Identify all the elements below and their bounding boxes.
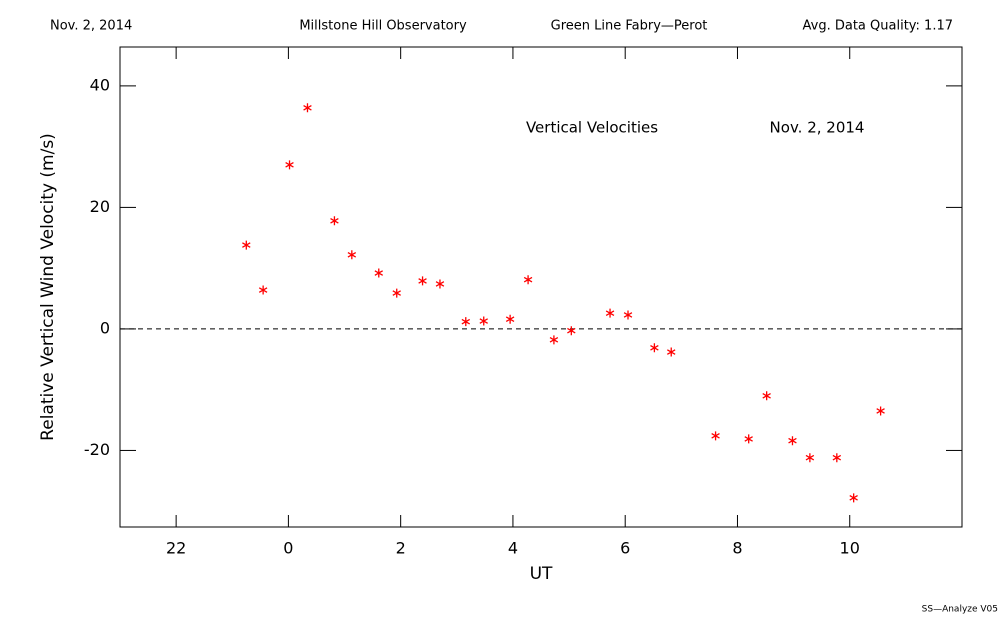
data-point bbox=[505, 314, 515, 324]
data-point bbox=[392, 288, 401, 298]
data-point bbox=[479, 316, 488, 326]
x-axis-label: UT bbox=[530, 564, 553, 584]
data-point bbox=[418, 276, 427, 286]
data-point bbox=[832, 453, 842, 463]
data-point bbox=[374, 268, 384, 278]
data-point bbox=[650, 343, 659, 353]
header-quality: Avg. Data Quality: 1.17 bbox=[803, 19, 953, 34]
x-tick-label: 10 bbox=[840, 539, 860, 558]
header-observatory: Millstone Hill Observatory bbox=[299, 19, 467, 34]
data-point bbox=[567, 326, 576, 336]
y-tick-label: 0 bbox=[100, 318, 110, 337]
y-tick-label: 40 bbox=[90, 75, 110, 94]
data-point bbox=[876, 406, 885, 416]
data-point bbox=[805, 453, 815, 463]
y-tick-label: 20 bbox=[90, 197, 110, 216]
data-point bbox=[623, 310, 633, 320]
data-point bbox=[744, 434, 753, 444]
data-point bbox=[549, 335, 559, 345]
data-point bbox=[711, 431, 720, 441]
header-instrument: Green Line Fabry—Perot bbox=[551, 19, 708, 34]
data-point bbox=[242, 240, 251, 250]
y-tick-label: -20 bbox=[84, 440, 110, 459]
y-axis-label: Relative Vertical Wind Velocity (m/s) bbox=[38, 133, 58, 441]
data-point bbox=[330, 216, 339, 226]
data-point bbox=[666, 347, 676, 357]
data-point bbox=[435, 279, 445, 289]
x-tick-label: 8 bbox=[732, 539, 742, 558]
data-point bbox=[258, 285, 268, 295]
x-tick-label: 2 bbox=[396, 539, 406, 558]
header-date: Nov. 2, 2014 bbox=[50, 19, 132, 34]
data-point bbox=[788, 436, 797, 446]
data-point bbox=[285, 160, 294, 170]
x-tick-label: 22 bbox=[166, 539, 186, 558]
data-point bbox=[523, 275, 533, 285]
annotation: Nov. 2, 2014 bbox=[770, 119, 865, 137]
x-tick-label: 0 bbox=[283, 539, 293, 558]
data-point bbox=[347, 250, 357, 260]
data-point bbox=[605, 308, 615, 318]
footer: SS—Analyze V05 bbox=[922, 605, 998, 615]
x-tick-label: 4 bbox=[508, 539, 518, 558]
plot-frame bbox=[119, 46, 963, 528]
data-point bbox=[849, 493, 858, 503]
data-point bbox=[461, 317, 471, 327]
annotation: Vertical Velocities bbox=[526, 119, 658, 137]
data-point bbox=[303, 103, 312, 113]
data-point bbox=[762, 391, 771, 401]
x-tick-label: 6 bbox=[620, 539, 630, 558]
